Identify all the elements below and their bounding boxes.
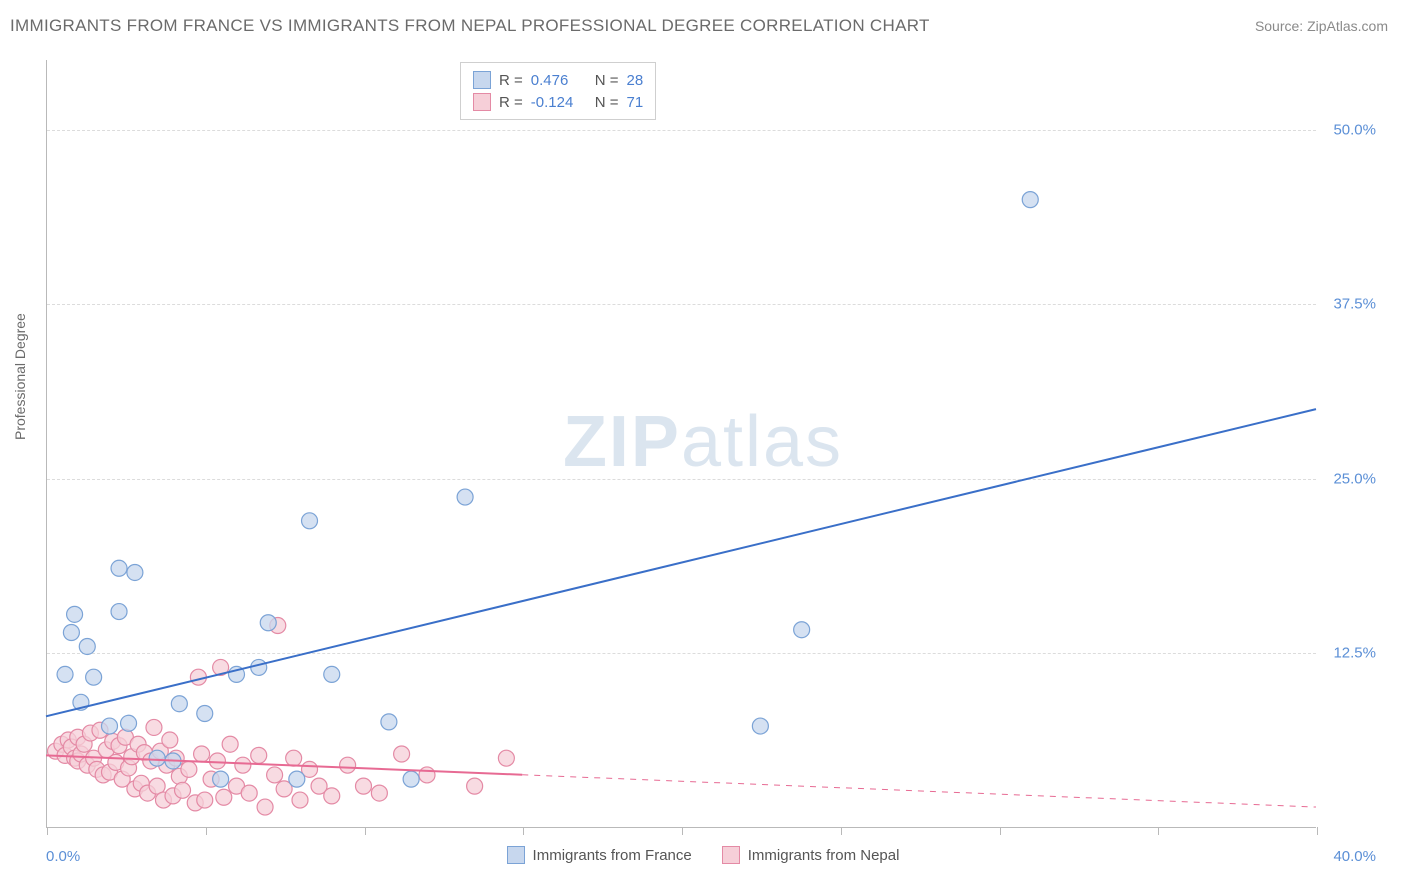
scatter-point xyxy=(194,746,210,762)
scatter-point xyxy=(197,792,213,808)
scatter-point xyxy=(175,782,191,798)
scatter-point xyxy=(213,771,229,787)
x-tick xyxy=(1158,827,1159,835)
scatter-point xyxy=(111,604,127,620)
scatter-point xyxy=(251,747,267,763)
scatter-point xyxy=(394,746,410,762)
y-tick-label: 25.0% xyxy=(1333,470,1376,487)
plot-svg xyxy=(46,60,1316,828)
scatter-point xyxy=(241,785,257,801)
scatter-point xyxy=(181,761,197,777)
legend-stat-row: R = 0.476 N = 28 xyxy=(473,69,643,91)
legend-swatch xyxy=(722,846,740,864)
y-tick-label: 50.0% xyxy=(1333,121,1376,138)
x-tick xyxy=(1000,827,1001,835)
trend-line-dashed xyxy=(522,775,1316,807)
scatter-point xyxy=(127,564,143,580)
x-tick xyxy=(841,827,842,835)
scatter-point xyxy=(67,606,83,622)
legend-r-label: R = xyxy=(499,94,523,111)
scatter-point xyxy=(1022,192,1038,208)
legend-series-item: Immigrants from Nepal xyxy=(722,846,900,864)
scatter-point xyxy=(340,757,356,773)
y-axis-label: Professional Degree xyxy=(12,313,28,440)
legend-r-value: 0.476 xyxy=(531,72,587,89)
scatter-point xyxy=(257,799,273,815)
scatter-point xyxy=(498,750,514,766)
scatter-point xyxy=(235,757,251,773)
scatter-point xyxy=(86,669,102,685)
x-tick xyxy=(206,827,207,835)
scatter-point xyxy=(419,767,435,783)
source-label: Source: ZipAtlas.com xyxy=(1255,18,1388,34)
scatter-point xyxy=(371,785,387,801)
scatter-point xyxy=(267,767,283,783)
scatter-point xyxy=(111,560,127,576)
scatter-point xyxy=(457,489,473,505)
legend-r-label: R = xyxy=(499,72,523,89)
scatter-point xyxy=(222,736,238,752)
legend-n-label: N = xyxy=(595,72,619,89)
scatter-point xyxy=(171,696,187,712)
y-tick-label: 12.5% xyxy=(1333,645,1376,662)
scatter-point xyxy=(324,788,340,804)
scatter-point xyxy=(403,771,419,787)
chart-title: IMMIGRANTS FROM FRANCE VS IMMIGRANTS FRO… xyxy=(10,16,930,36)
correlation-chart: IMMIGRANTS FROM FRANCE VS IMMIGRANTS FRO… xyxy=(0,0,1406,892)
legend-n-value: 28 xyxy=(627,72,644,89)
legend-n-value: 71 xyxy=(627,94,644,111)
x-tick xyxy=(365,827,366,835)
scatter-point xyxy=(149,750,165,766)
legend-swatch xyxy=(473,71,491,89)
legend-stats: R = 0.476 N = 28 R = -0.124 N = 71 xyxy=(460,62,656,120)
legend-swatch xyxy=(473,93,491,111)
legend-n-label: N = xyxy=(595,94,619,111)
scatter-point xyxy=(209,753,225,769)
scatter-point xyxy=(102,718,118,734)
scatter-point xyxy=(216,789,232,805)
scatter-point xyxy=(79,638,95,654)
x-tick xyxy=(523,827,524,835)
legend-series-label: Immigrants from France xyxy=(533,847,692,864)
legend-r-value: -0.124 xyxy=(531,94,587,111)
scatter-point xyxy=(289,771,305,787)
scatter-point xyxy=(794,622,810,638)
x-tick xyxy=(47,827,48,835)
scatter-point xyxy=(302,513,318,529)
scatter-point xyxy=(286,750,302,766)
scatter-point xyxy=(197,705,213,721)
scatter-point xyxy=(292,792,308,808)
scatter-point xyxy=(260,615,276,631)
x-tick xyxy=(1317,827,1318,835)
legend-series: Immigrants from France Immigrants from Ne… xyxy=(0,846,1406,864)
scatter-point xyxy=(57,666,73,682)
legend-series-label: Immigrants from Nepal xyxy=(748,847,900,864)
scatter-point xyxy=(162,732,178,748)
scatter-point xyxy=(381,714,397,730)
x-tick xyxy=(682,827,683,835)
scatter-point xyxy=(752,718,768,734)
legend-stat-row: R = -0.124 N = 71 xyxy=(473,91,643,113)
y-tick-label: 37.5% xyxy=(1333,296,1376,313)
scatter-point xyxy=(356,778,372,794)
trend-line xyxy=(46,409,1316,716)
legend-swatch xyxy=(507,846,525,864)
scatter-point xyxy=(324,666,340,682)
scatter-point xyxy=(121,715,137,731)
scatter-point xyxy=(63,625,79,641)
legend-series-item: Immigrants from France xyxy=(507,846,692,864)
scatter-point xyxy=(251,659,267,675)
scatter-point xyxy=(467,778,483,794)
scatter-point xyxy=(146,719,162,735)
